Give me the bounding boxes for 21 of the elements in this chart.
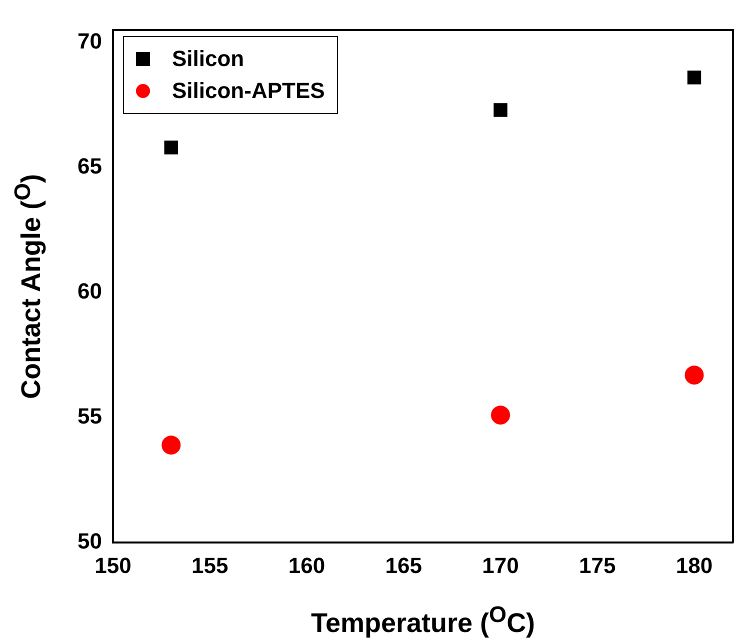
x-axis-title: Temperature ($^{O}$C): [311, 602, 536, 639]
legend-label: Silicon: [172, 46, 244, 72]
y-tick-label: 50: [78, 528, 102, 554]
x-tick-label: 160: [288, 552, 326, 578]
point: [687, 70, 702, 84]
x-tick-label: 170: [482, 552, 519, 578]
y-tick-label: 70: [78, 28, 102, 54]
y-tick-label: 60: [78, 278, 102, 304]
x-tick-label: 180: [676, 552, 713, 578]
x-tick-label: 150: [94, 552, 132, 578]
x-tick-label: 165: [385, 552, 422, 578]
point: [684, 366, 704, 385]
point: [491, 406, 510, 425]
point: [162, 436, 181, 455]
point: [494, 103, 508, 117]
x-tick-label: 175: [579, 552, 616, 578]
y-tick-label: 55: [78, 404, 102, 429]
y-tick-label: 65: [78, 154, 102, 179]
legend-label: Silicon-APTES: [172, 78, 325, 104]
x-tick-label: 155: [192, 552, 228, 578]
point: [164, 140, 178, 154]
